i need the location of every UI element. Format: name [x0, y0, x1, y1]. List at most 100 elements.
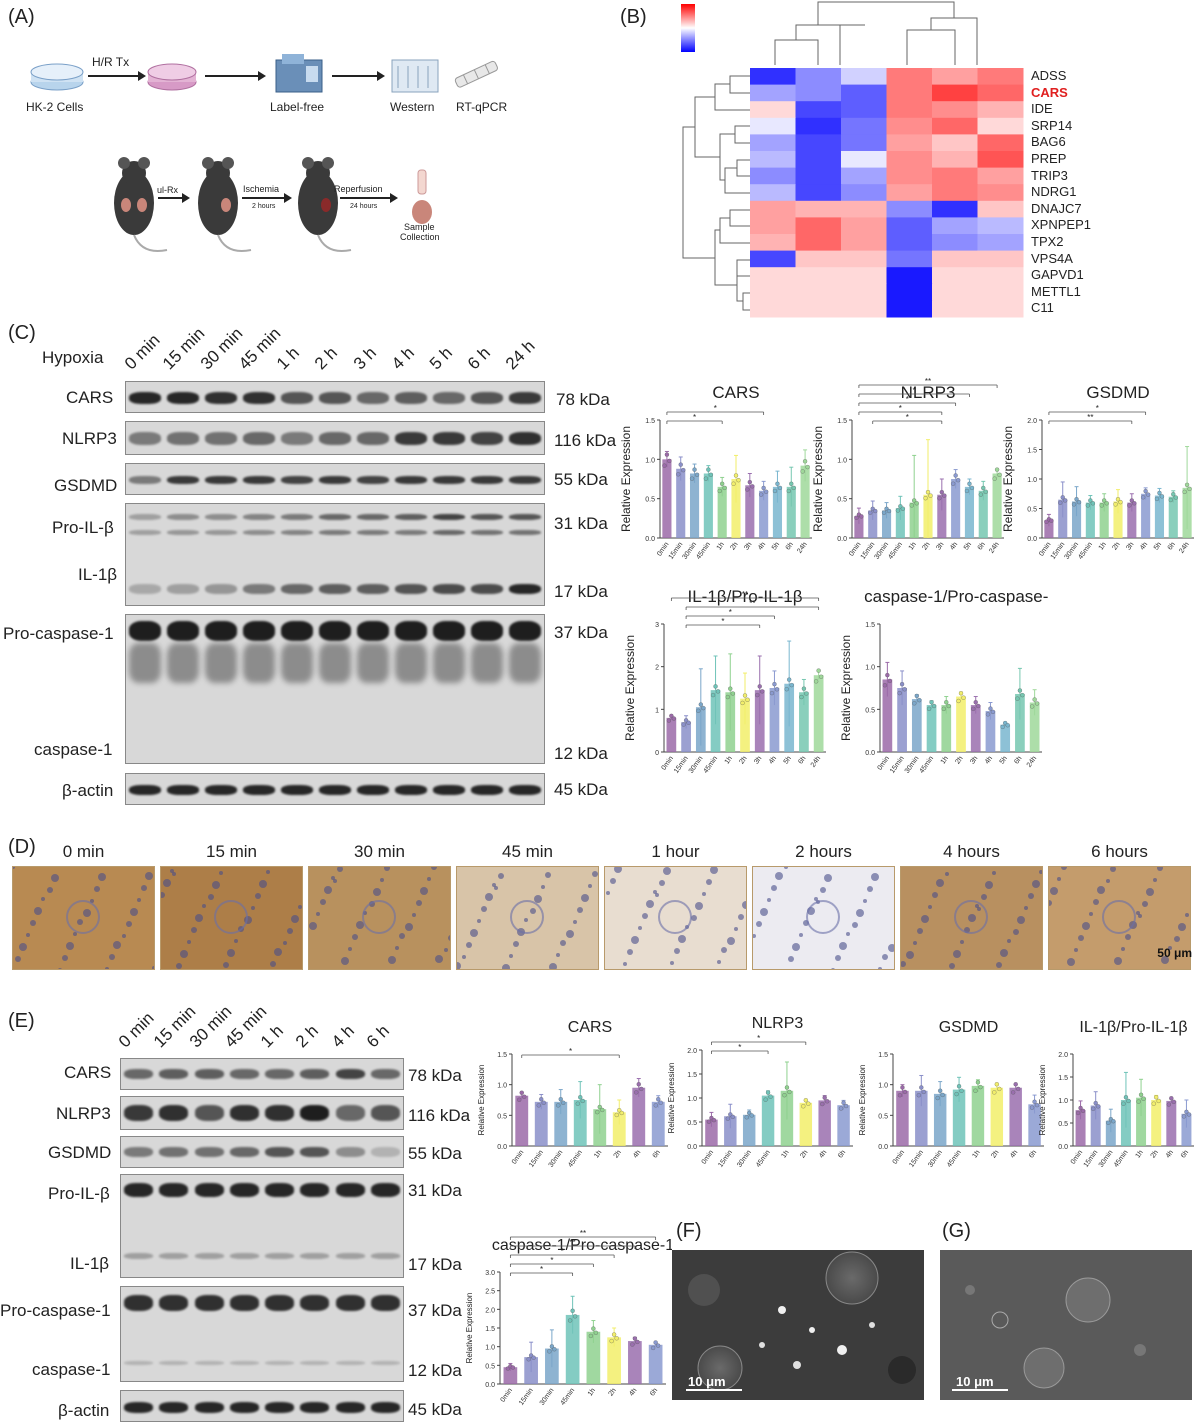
heatmap-cell — [932, 300, 978, 318]
heatmap-cell — [750, 151, 796, 169]
data-point — [541, 1100, 546, 1105]
blot-band — [471, 476, 503, 484]
heatmap-cell — [750, 300, 796, 318]
data-point — [902, 1089, 908, 1095]
kda-label: 37 kDa — [408, 1301, 462, 1320]
data-point — [522, 1094, 527, 1099]
data-point — [745, 487, 750, 492]
blot-band — [300, 1253, 330, 1259]
blot-band — [300, 1295, 330, 1311]
heatmap-cell — [932, 68, 978, 86]
x-tick-label: 30min — [539, 1387, 556, 1407]
data-point — [969, 485, 975, 491]
data-point — [733, 473, 739, 478]
blot-band — [335, 1361, 365, 1365]
data-point — [926, 706, 932, 711]
blot-band — [319, 392, 351, 404]
y-tick-label: 0.5 — [1027, 507, 1037, 514]
blot-band — [229, 1361, 259, 1365]
data-point — [885, 672, 890, 678]
x-tick-label: 0min — [511, 1149, 525, 1166]
heatmap-cell — [886, 151, 933, 169]
data-point — [1171, 492, 1176, 497]
blot-band — [129, 530, 161, 535]
data-point — [600, 1107, 605, 1113]
data-point — [558, 1097, 563, 1102]
data-point — [1071, 502, 1077, 507]
gene-label: GAPVD1 — [1031, 267, 1084, 283]
data-point — [868, 510, 873, 515]
heatmap-cell — [795, 300, 842, 318]
blot-band — [335, 1147, 365, 1157]
data-point — [1075, 1110, 1081, 1116]
x-tick-label: 15min — [1083, 1149, 1100, 1169]
blot-band — [335, 1183, 365, 1197]
x-tick-label: 5h — [783, 755, 793, 765]
data-point — [940, 1092, 945, 1098]
x-tick-label: 2h — [990, 1149, 1000, 1159]
data-point — [655, 1343, 661, 1348]
blot-band — [509, 621, 541, 641]
x-tick-label: 15min — [518, 1387, 535, 1407]
blot-band — [129, 392, 161, 404]
blot-band — [205, 392, 237, 404]
data-point — [1034, 701, 1040, 706]
bar — [586, 1331, 601, 1384]
x-tick-label: 30min — [927, 1149, 944, 1169]
workflow-diagram — [30, 54, 498, 252]
bar — [1029, 702, 1040, 752]
gene-label: C11 — [1031, 300, 1054, 316]
data-point — [1032, 697, 1037, 702]
pcr-tubes-icon — [454, 60, 498, 88]
bar — [970, 705, 981, 752]
data-point — [597, 1104, 602, 1110]
heatmap-cell — [886, 134, 933, 152]
data-point — [769, 690, 775, 696]
gene-label: PREP — [1031, 151, 1067, 166]
data-point — [912, 701, 917, 706]
heatmap-cell — [841, 217, 887, 235]
data-point — [1078, 1105, 1083, 1111]
significance-label: * — [913, 386, 916, 395]
x-tick-label: 30min — [548, 1149, 565, 1169]
electron-micrograph-g: 10 μm — [940, 1250, 1192, 1400]
bar — [1166, 1100, 1177, 1146]
blot-band — [129, 584, 161, 594]
heatmap-cell — [977, 134, 1024, 152]
blot-band — [300, 1069, 330, 1079]
data-point — [694, 472, 700, 477]
histology-image — [308, 866, 451, 970]
data-point — [994, 467, 1000, 472]
y-tick-label: 1.5 — [485, 1326, 495, 1333]
bar — [1075, 1110, 1086, 1146]
blot-band — [319, 621, 351, 641]
histology-image — [12, 866, 155, 970]
blot-band — [300, 1361, 330, 1365]
y-axis-label: Relative Expression — [477, 1065, 486, 1136]
chart-title: caspase-1/Pro-caspase-1 — [492, 1237, 672, 1254]
blot-band — [509, 392, 541, 404]
bar — [717, 486, 727, 538]
data-point — [510, 1365, 516, 1370]
data-point — [656, 1097, 661, 1102]
y-axis-label: Relative Expression — [1001, 426, 1015, 532]
heatmap-cell — [750, 217, 796, 235]
row-label-nlrp3: NLRP3 — [62, 429, 117, 448]
data-point — [1166, 1102, 1171, 1107]
row-label-il: IL-1β — [78, 565, 118, 584]
bar — [1000, 724, 1011, 752]
data-point — [1159, 494, 1165, 499]
y-tick-label: 1.0 — [497, 1083, 507, 1090]
data-point — [662, 463, 667, 468]
y-tick-label: 0.0 — [865, 750, 875, 757]
data-point — [717, 488, 722, 494]
x-tick-label: 3h — [743, 541, 753, 551]
bar — [503, 1367, 518, 1384]
x-tick-label: 5h — [771, 541, 781, 551]
data-point — [1091, 1106, 1096, 1111]
data-point — [816, 668, 821, 673]
row-dendrogram — [682, 75, 750, 311]
heatmap-cell — [886, 68, 933, 86]
